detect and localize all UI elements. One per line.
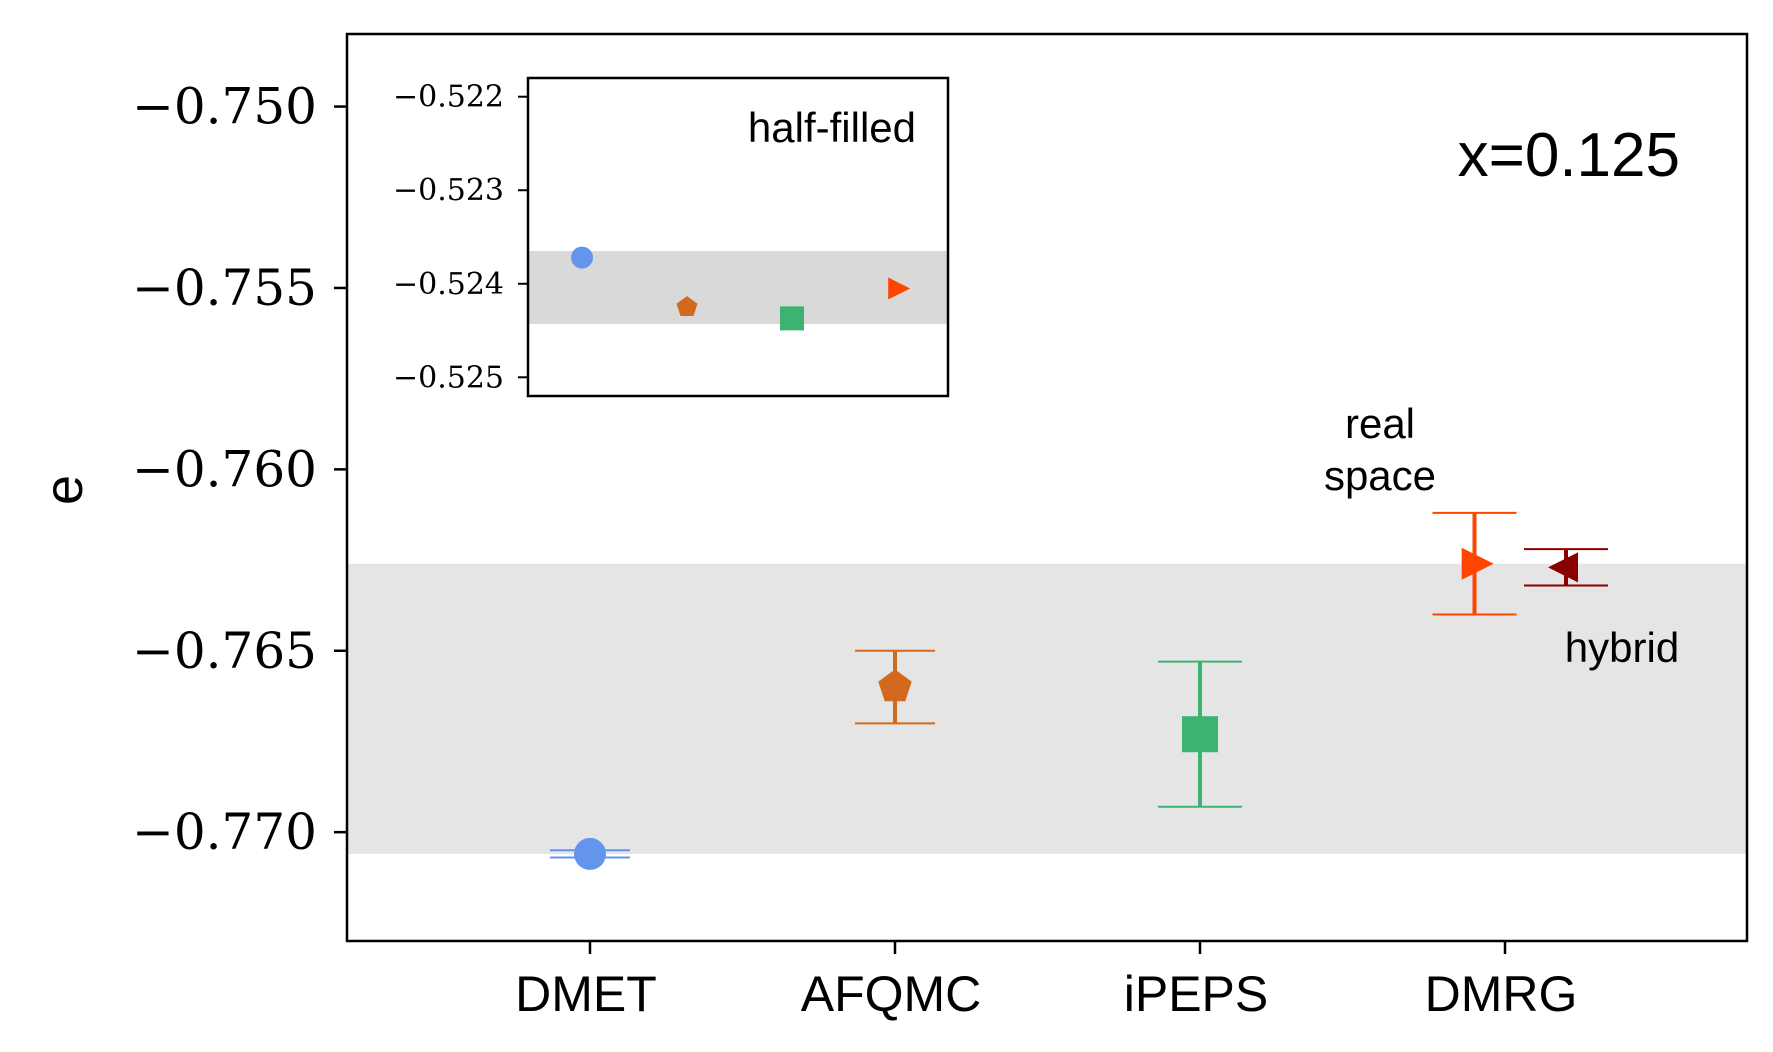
data-point-ipeps bbox=[1158, 660, 1242, 808]
data-point-dmet bbox=[550, 837, 630, 870]
inset-y-axis: −0.522 −0.523 −0.524 −0.525 bbox=[393, 80, 528, 395]
inset-y-tick-label: −0.523 bbox=[393, 173, 504, 208]
inset-y-tick-label: −0.524 bbox=[393, 267, 504, 302]
marker-triangle-right bbox=[1461, 547, 1494, 580]
marker-circle bbox=[574, 837, 606, 870]
concentration-annotation: x=0.125 bbox=[1458, 121, 1680, 190]
x-tick-label: iPEPS bbox=[1124, 966, 1269, 1022]
main-data-points bbox=[550, 511, 1608, 870]
inset-marker-afqmc bbox=[676, 296, 698, 316]
y-tick-label: −0.755 bbox=[132, 259, 317, 317]
inset-y-tick-label: −0.525 bbox=[393, 360, 504, 395]
x-tick-label: DMET bbox=[515, 966, 657, 1022]
data-point-dmrg-hybrid bbox=[1524, 548, 1608, 587]
inset-marker-ipeps bbox=[780, 306, 804, 331]
real-space-label-line1: real bbox=[1345, 400, 1415, 447]
inset-marker-dmet bbox=[571, 246, 593, 269]
inset-reference-band bbox=[528, 251, 948, 324]
data-point-afqmc bbox=[855, 649, 935, 725]
y-tick-label: −0.770 bbox=[132, 803, 317, 861]
main-y-axis: −0.750 −0.755 −0.760 −0.765 −0.770 bbox=[132, 78, 347, 861]
inset-y-tick-label: −0.522 bbox=[393, 80, 504, 115]
inset-band-rect bbox=[528, 251, 948, 324]
main-x-axis: DMET AFQMC iPEPS DMRG bbox=[515, 941, 1577, 1022]
inset-plot-frame bbox=[526, 76, 950, 398]
main-plot-frame bbox=[345, 32, 1749, 943]
y-tick-label: −0.765 bbox=[132, 622, 317, 680]
x-tick-label: DMRG bbox=[1425, 966, 1578, 1022]
y-axis-label: e bbox=[34, 475, 94, 505]
real-space-label-line2: space bbox=[1324, 452, 1436, 499]
y-tick-label: −0.760 bbox=[132, 440, 317, 498]
inset-marker-dmrg bbox=[888, 277, 911, 300]
y-tick-label: −0.750 bbox=[132, 78, 317, 136]
hybrid-label: hybrid bbox=[1565, 624, 1679, 671]
marker-pentagon bbox=[878, 669, 912, 702]
x-tick-label: AFQMC bbox=[801, 966, 982, 1022]
data-point-dmrg-real-space bbox=[1432, 511, 1517, 616]
main-band-rect bbox=[347, 563, 1747, 854]
inset-title: half-filled bbox=[748, 104, 916, 151]
main-reference-band bbox=[347, 563, 1747, 854]
inset-data-points bbox=[571, 246, 911, 331]
inset-background bbox=[528, 78, 948, 396]
marker-square bbox=[1182, 716, 1218, 753]
marker-triangle-left bbox=[1548, 552, 1578, 583]
